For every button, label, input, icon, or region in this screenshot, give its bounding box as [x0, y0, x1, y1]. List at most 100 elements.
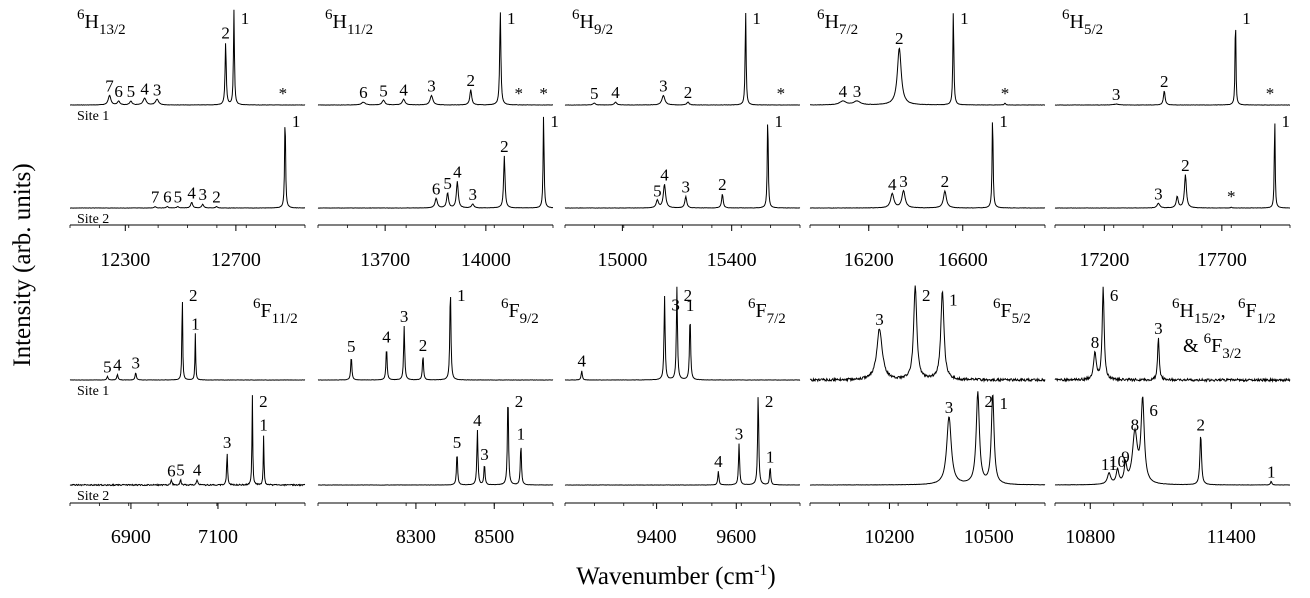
x-tick-label: 10500	[964, 526, 1014, 548]
peak-label: 2	[515, 392, 524, 411]
peak-label: 1	[999, 112, 1008, 131]
x-tick-label: 15400	[707, 249, 757, 271]
x-tick-label: 15000	[597, 249, 647, 271]
peak-label: 1	[292, 112, 301, 131]
spectrum-line-site1	[1054, 29, 1291, 106]
x-tick-label: 10800	[1065, 526, 1115, 548]
peak-label: 2	[467, 71, 476, 90]
peak-label: 5	[347, 337, 356, 356]
peak-label: 1	[1267, 462, 1276, 481]
state-label: 6F5/2	[993, 296, 1031, 327]
peak-label: 4	[660, 165, 669, 184]
peak-label: 6	[167, 461, 176, 480]
peak-label: 6	[114, 82, 123, 101]
spectrum-line-site2	[564, 397, 801, 486]
peak-label: 4	[187, 183, 196, 202]
spectrum-line-site2	[69, 395, 306, 487]
x-tick-label: 13700	[360, 249, 410, 271]
peak-label: 6	[163, 188, 172, 207]
spectrum-line-site2	[1054, 396, 1291, 486]
peak-label: 8	[1091, 333, 1100, 352]
x-tick-label: 9600	[716, 526, 756, 548]
site-label: Site 2	[77, 212, 109, 227]
x-tick-label: 6900	[111, 526, 151, 548]
peak-label: 1	[1281, 112, 1290, 131]
peak-label: 2	[419, 336, 428, 355]
x-tick-label: 12700	[211, 249, 261, 271]
spectrum-line-site1	[69, 301, 306, 381]
x-tick-label: 10200	[864, 526, 914, 548]
peak-label: 4	[113, 355, 122, 374]
peak-label: 8	[1131, 415, 1140, 434]
peak-label: 4	[473, 411, 482, 430]
peak-label: 3	[735, 425, 744, 444]
state-label: 6H5/2	[1062, 7, 1103, 38]
peak-label: 2	[1181, 156, 1190, 175]
spectrum-line-site1	[317, 297, 554, 381]
peak-label: 3	[469, 185, 478, 204]
peak-label: 1	[191, 315, 200, 334]
spectrum-line-site1	[809, 13, 1046, 106]
peak-label: 2	[189, 286, 198, 305]
peak-label: 1	[241, 9, 250, 28]
peak-label: 11	[1101, 455, 1117, 474]
spectrum-line-site1	[564, 286, 801, 381]
peak-label: *	[279, 84, 288, 103]
peak-label: 2	[212, 188, 221, 207]
spectrum-line-site2	[317, 406, 554, 486]
state-label: 6H13/2	[77, 7, 126, 38]
spectrum-line-site2	[809, 391, 1046, 486]
x-tick-label: 11400	[1207, 526, 1256, 548]
peak-label: 1	[550, 112, 559, 131]
peak-label: 4	[839, 82, 848, 101]
peak-label: 1	[775, 112, 784, 131]
peak-label: 2	[500, 137, 509, 156]
x-tick-label: 8300	[396, 526, 436, 548]
peak-label: 3	[400, 307, 409, 326]
peak-label: *	[1001, 84, 1010, 103]
peak-label: 1	[1242, 9, 1251, 28]
peak-label: 2	[259, 392, 268, 411]
spectrum-line-site2	[69, 127, 306, 209]
peak-label: 4	[140, 79, 149, 98]
state-label: & 6F3/2	[1183, 331, 1241, 362]
peak-label: 2	[985, 392, 994, 411]
state-label: 6H9/2	[572, 7, 613, 38]
state-label: 6H7/2	[817, 7, 858, 38]
peak-label: 5	[379, 81, 388, 100]
peak-label: *	[515, 84, 524, 103]
peak-label: 5	[453, 433, 462, 452]
peak-label: 6	[359, 83, 368, 102]
x-tick-label: 17200	[1079, 249, 1129, 271]
peak-label: 4	[453, 162, 462, 181]
peak-label: 3	[671, 295, 680, 314]
peak-label: 1	[949, 291, 958, 310]
peak-label: 3	[1154, 184, 1163, 203]
peak-label: 5	[590, 84, 599, 103]
peak-label: 1	[259, 415, 268, 434]
peak-label: 2	[922, 286, 931, 305]
peak-label: 5	[127, 82, 136, 101]
peak-label: *	[1266, 84, 1275, 103]
state-label: 6F11/2	[253, 296, 298, 327]
x-tick-label: 16200	[844, 249, 894, 271]
peak-label: 1	[960, 9, 969, 28]
spectrum-line-site1	[317, 12, 554, 106]
peak-label: 2	[684, 286, 693, 305]
peak-label: 3	[427, 77, 436, 96]
state-label: 6F1/2	[1238, 296, 1276, 327]
peak-label: 10	[1109, 452, 1126, 471]
peak-label: 2	[221, 23, 230, 42]
peak-label: 2	[718, 175, 727, 194]
state-label: 6F9/2	[501, 296, 539, 327]
peak-label: 3	[1112, 85, 1121, 104]
x-tick-label: 17700	[1197, 249, 1247, 271]
peak-label: *	[777, 84, 786, 103]
peak-label: 6	[1149, 401, 1158, 420]
